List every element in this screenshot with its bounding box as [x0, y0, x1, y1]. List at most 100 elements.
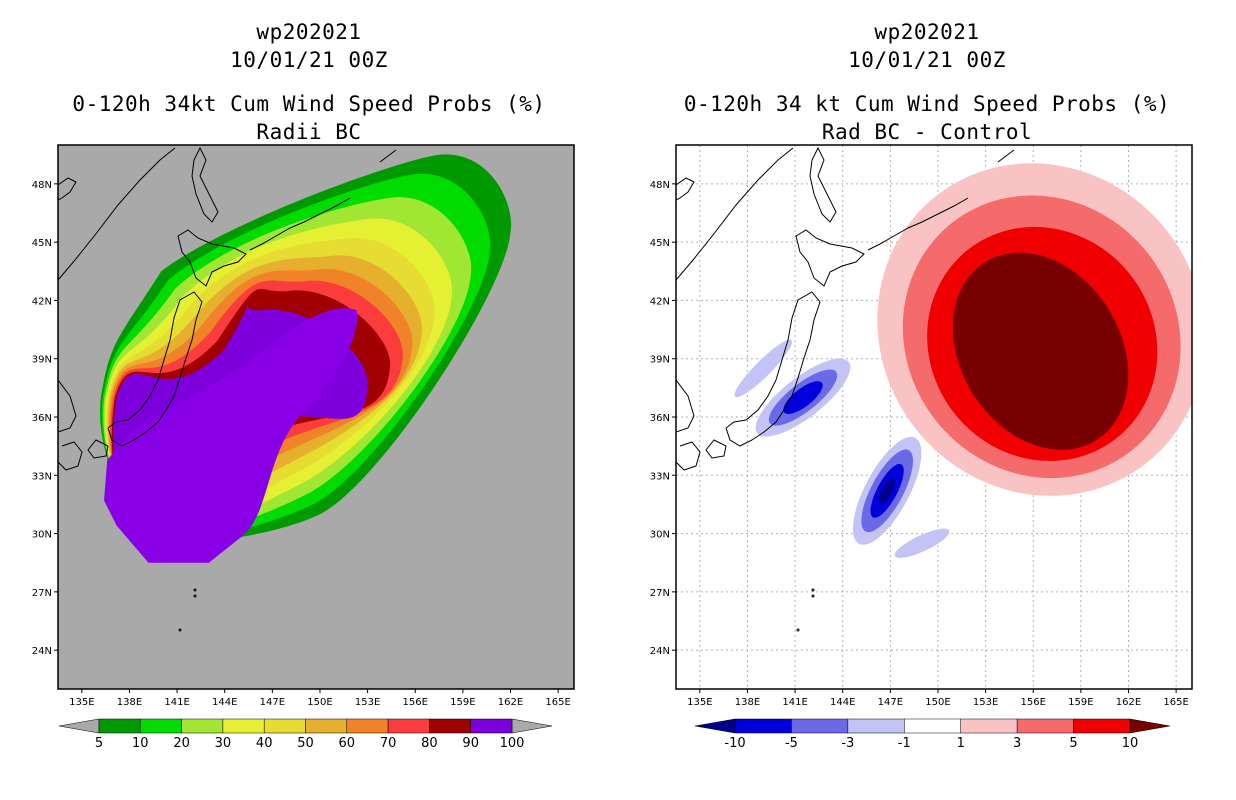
chart-subtitle: Rad BC - Control [821, 120, 1033, 144]
colorbar: 5 10 20 30 40 50 60 70 80 90 100 [58, 718, 553, 751]
storm-id: wp202021 [256, 20, 362, 44]
left-panel: wp202021 10/01/21 00Z 0-120h 34kt Cum Wi… [32, 20, 575, 751]
colorbar-label: 1 [957, 736, 965, 751]
colorbar-swatch [847, 718, 905, 734]
colorbar-label: 5 [1069, 736, 1077, 751]
x-tick-label: 141E [164, 697, 189, 708]
colorbar-label: 100 [500, 736, 525, 751]
y-tick-label: 48N [32, 180, 52, 191]
colorbar-swatch [1016, 718, 1074, 734]
x-tick-label: 135E [69, 697, 94, 708]
colorbar-label: 5 [95, 736, 103, 751]
probability-contours [100, 154, 512, 563]
x-tick-label: 135E [687, 697, 712, 708]
colorbar-swatch [305, 718, 348, 734]
y-axis-ticks: 48N 45N 42N 39N 36N 33N 30N 27N 24N [650, 180, 676, 657]
colorbar-swatch [222, 718, 265, 734]
colorbar-label: 3 [1013, 736, 1021, 751]
colorbar-label: 40 [256, 736, 273, 751]
chart-subtitle: Radii BC [256, 120, 362, 144]
x-tick-label: 141E [782, 697, 807, 708]
colorbar-over-triangle [1129, 718, 1171, 734]
y-tick-label: 39N [650, 355, 670, 366]
colorbar-label: -1 [898, 736, 911, 751]
colorbar-swatch [181, 718, 224, 734]
contour-band-100 [104, 308, 358, 563]
x-axis-ticks: 135E 138E 141E 144E 147E 150E 153E 156E 159E 162E… [687, 689, 1189, 708]
colorbar-swatch [791, 718, 849, 734]
difference-contours [734, 163, 1192, 558]
x-tick-label: 144E [212, 697, 237, 708]
colorbar-swatch [140, 718, 182, 734]
y-tick-label: 39N [32, 355, 52, 366]
y-tick-label: 42N [650, 296, 670, 307]
colorbar-swatch [429, 718, 471, 734]
y-tick-label: 45N [650, 238, 670, 249]
y-tick-label: 48N [650, 180, 670, 191]
colorbar-label: 70 [380, 736, 397, 751]
x-tick-label: 153E [973, 697, 998, 708]
y-tick-label: 45N [32, 238, 52, 249]
colorbar-under-triangle [694, 718, 736, 734]
valid-time: 10/01/21 00Z [230, 48, 388, 72]
y-tick-label: 33N [32, 471, 52, 482]
x-tick-label: 144E [830, 697, 855, 708]
x-tick-label: 147E [878, 697, 903, 708]
x-axis-ticks: 135E 138E 141E 144E 147E 150E 153E 156E 159E 162E… [69, 689, 571, 708]
colorbar-over-triangle [511, 718, 553, 734]
colorbar-label: 90 [462, 736, 479, 751]
negative-diff-band [734, 339, 793, 398]
x-tick-label: 162E [1116, 697, 1141, 708]
colorbar-label: -10 [724, 736, 745, 751]
colorbar-label: 20 [173, 736, 190, 751]
left-map-plot: 135E 138E 141E 144E 147E 150E 153E 156E 159E 162E… [32, 144, 575, 751]
right-panel: wp202021 10/01/21 00Z 0-120h 34 kt Cum W… [618, 0, 1236, 800]
x-tick-label: 156E [403, 697, 428, 708]
colorbar-label: 10 [132, 736, 149, 751]
x-tick-label: 159E [1068, 697, 1093, 708]
colorbar-under-triangle [58, 718, 100, 734]
colorbar-swatch [263, 718, 306, 734]
y-tick-label: 33N [650, 471, 670, 482]
colorbar-swatch [734, 718, 792, 734]
x-tick-label: 138E [117, 697, 142, 708]
x-tick-label: 153E [355, 697, 380, 708]
y-tick-label: 24N [650, 646, 670, 657]
colorbar-swatch [904, 718, 961, 734]
colorbar-swatch [1073, 718, 1131, 734]
colorbar-swatch [387, 718, 430, 734]
x-tick-label: 147E [260, 697, 285, 708]
y-tick-label: 36N [650, 413, 670, 424]
y-axis-ticks: 48N 45N 42N 39N 36N 33N 30N 27N 24N [32, 180, 58, 657]
negative-diff-band [879, 478, 896, 504]
colorbar: -10 -5 -3 -1 1 3 5 10 [694, 718, 1171, 751]
colorbar-label: 10 [1122, 736, 1139, 751]
chart-title: 0-120h 34kt Cum Wind Speed Probs (%) [72, 92, 546, 116]
colorbar-swatch [98, 718, 141, 734]
colorbar-swatch [960, 718, 1018, 734]
y-tick-label: 42N [32, 296, 52, 307]
colorbar-label: -3 [841, 736, 854, 751]
x-tick-label: 138E [735, 697, 760, 708]
valid-time: 10/01/21 00Z [848, 48, 1006, 72]
x-tick-label: 162E [498, 697, 523, 708]
chart-title: 0-120h 34 kt Cum Wind Speed Probs (%) [683, 92, 1171, 116]
colorbar-swatch [346, 718, 389, 734]
colorbar-label: -5 [785, 736, 798, 751]
x-tick-label: 165E [1163, 697, 1188, 708]
storm-id: wp202021 [874, 20, 980, 44]
y-tick-label: 36N [32, 413, 52, 424]
colorbar-swatch [470, 718, 513, 734]
x-tick-label: 156E [1021, 697, 1046, 708]
positive-diff-band [952, 252, 1129, 450]
x-tick-label: 150E [307, 697, 332, 708]
coastline [676, 146, 1015, 632]
negative-diff-band [894, 528, 950, 558]
x-tick-label: 165E [545, 697, 570, 708]
x-tick-label: 150E [925, 697, 950, 708]
y-tick-label: 24N [32, 646, 52, 657]
colorbar-label: 60 [339, 736, 356, 751]
coastline [58, 146, 397, 632]
colorbar-label: 30 [215, 736, 232, 751]
y-tick-label: 30N [650, 530, 670, 541]
